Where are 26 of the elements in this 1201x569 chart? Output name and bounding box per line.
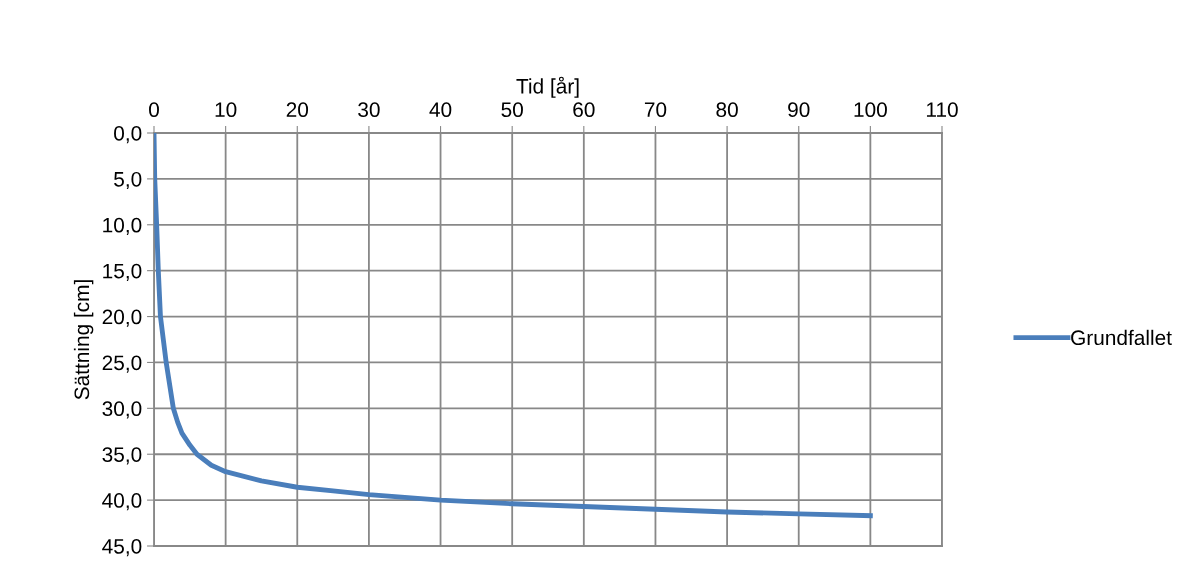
- y-axis-title: Sättning [cm]: [73, 280, 94, 400]
- x-tick-label: 70: [644, 102, 667, 118]
- x-tick-label: 110: [926, 102, 958, 118]
- y-tick-label: 25,0: [102, 355, 142, 373]
- y-tick-label: 10,0: [103, 217, 142, 235]
- y-tick-label: 20,0: [102, 309, 142, 327]
- x-tick-label: 60: [573, 102, 595, 118]
- x-tick-label: 0: [149, 102, 159, 118]
- x-tick-label: 90: [788, 102, 810, 118]
- y-tick-label: 35,0: [102, 447, 142, 465]
- x-tick-label: 10: [215, 102, 237, 118]
- y-tick-label: 30,0: [102, 401, 142, 419]
- legend-label: Grundfallet: [1071, 329, 1172, 346]
- x-tick-label: 100: [854, 102, 887, 118]
- x-tick-label: 50: [501, 102, 523, 118]
- y-tick-label: 45,0: [102, 539, 142, 557]
- x-tick-label: 20: [286, 102, 309, 118]
- y-tick-label: 5,0: [114, 171, 142, 190]
- x-tick-label: 80: [716, 102, 738, 118]
- y-tick-label: 40,0: [102, 493, 142, 511]
- x-tick-label: 40: [429, 102, 452, 118]
- x-axis-title: Tid [år]: [516, 76, 579, 98]
- x-tick-label: 30: [358, 102, 380, 118]
- y-tick-label: 15,0: [103, 263, 142, 281]
- y-tick-label: 0,0: [114, 126, 142, 144]
- line-series: [154, 133, 873, 519]
